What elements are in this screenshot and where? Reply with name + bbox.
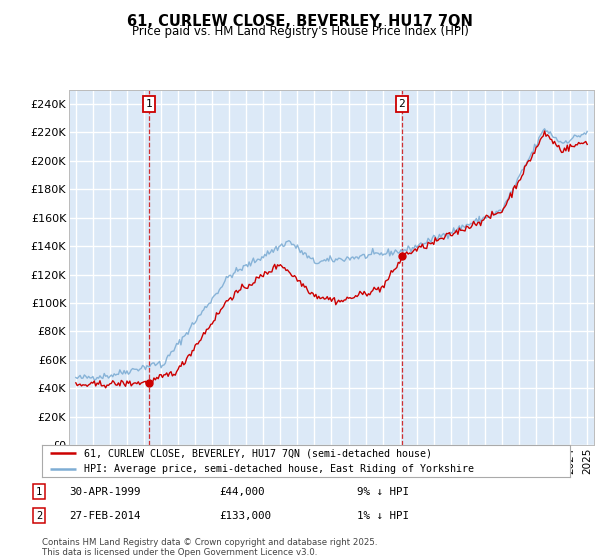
Text: Contains HM Land Registry data © Crown copyright and database right 2025.
This d: Contains HM Land Registry data © Crown c… xyxy=(42,538,377,557)
Text: 2: 2 xyxy=(36,511,42,521)
Text: 1% ↓ HPI: 1% ↓ HPI xyxy=(357,511,409,521)
Text: £133,000: £133,000 xyxy=(219,511,271,521)
Text: 61, CURLEW CLOSE, BEVERLEY, HU17 7QN (semi-detached house): 61, CURLEW CLOSE, BEVERLEY, HU17 7QN (se… xyxy=(84,448,432,458)
Text: 1: 1 xyxy=(146,99,152,109)
Text: Price paid vs. HM Land Registry's House Price Index (HPI): Price paid vs. HM Land Registry's House … xyxy=(131,25,469,38)
Text: 61, CURLEW CLOSE, BEVERLEY, HU17 7QN: 61, CURLEW CLOSE, BEVERLEY, HU17 7QN xyxy=(127,14,473,29)
Text: 9% ↓ HPI: 9% ↓ HPI xyxy=(357,487,409,497)
Text: 2: 2 xyxy=(398,99,405,109)
Text: 1: 1 xyxy=(36,487,42,497)
Text: HPI: Average price, semi-detached house, East Riding of Yorkshire: HPI: Average price, semi-detached house,… xyxy=(84,464,474,474)
Text: £44,000: £44,000 xyxy=(219,487,265,497)
Text: 27-FEB-2014: 27-FEB-2014 xyxy=(69,511,140,521)
Text: 30-APR-1999: 30-APR-1999 xyxy=(69,487,140,497)
